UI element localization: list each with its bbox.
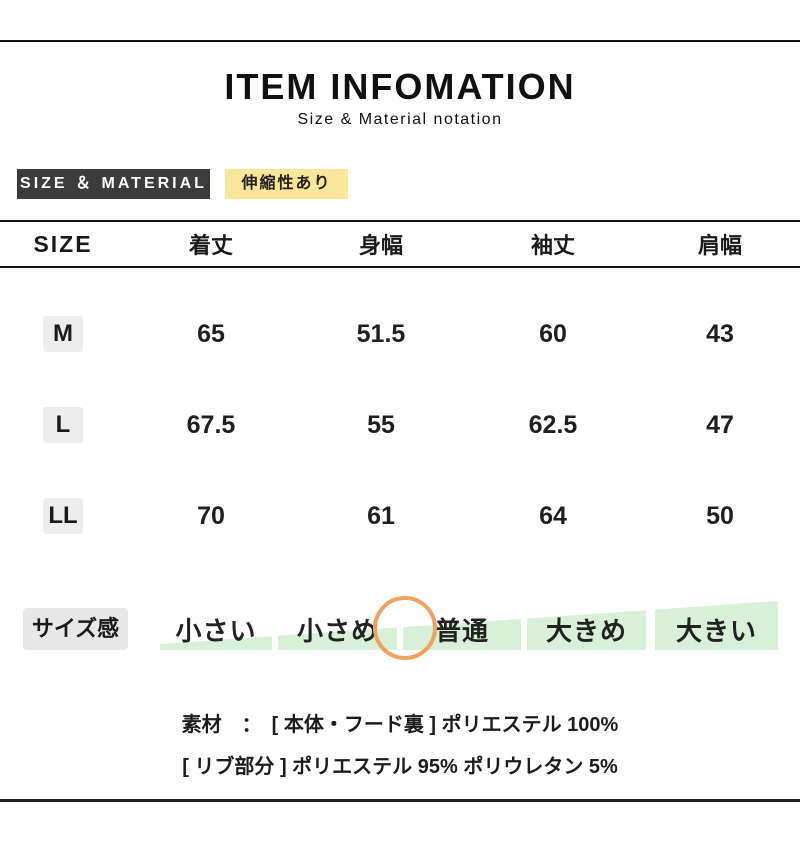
cell-l-length: 67.5 (186, 410, 236, 439)
material-line-1: 素材 ： [ 本体・フード裏 ] ポリエステル 100% (181, 714, 619, 736)
cell-m-width: 51.5 (356, 319, 406, 348)
cell-ll-length: 70 (197, 501, 225, 530)
cell-m-sleeve: 60 (539, 319, 567, 348)
top-divider (0, 40, 800, 42)
bottom-divider (0, 799, 800, 802)
scale-label-smallish: 小さめ (296, 616, 378, 646)
size-feel-marker-circle (373, 596, 437, 660)
size-badge-m: M (43, 316, 83, 352)
cell-l-shoulder: 47 (706, 410, 734, 439)
scale-segment-large (655, 601, 778, 650)
size-table-header: SIZE 着丈 身幅 袖丈 肩幅 (0, 220, 800, 268)
page-title: ITEM INFOMATION (224, 66, 576, 107)
material-info: 素材 ： [ 本体・フード裏 ] ポリエステル 100% [ リブ部分 ] ポリ… (0, 710, 800, 782)
col-header-length: 着丈 (188, 233, 233, 258)
scale-label-largish: 大きめ (545, 616, 627, 646)
table-row-m: M 65 51.5 60 43 (0, 310, 800, 358)
material-line-2: [ リブ部分 ] ポリエステル 95% ポリウレタン 5% (182, 756, 618, 778)
scale-label-large: 大きい (675, 616, 757, 646)
table-row-ll: LL 70 61 64 50 (0, 492, 800, 540)
col-header-sleeve: 袖丈 (530, 233, 575, 258)
badge-row: SIZE ＆ MATERIAL 伸縮性あり (0, 169, 800, 199)
col-header-width: 身幅 (358, 233, 403, 258)
scale-label-normal: 普通 (434, 616, 489, 646)
cell-ll-shoulder: 50 (706, 501, 734, 530)
col-header-size: SIZE (33, 230, 93, 257)
cell-m-shoulder: 43 (706, 319, 734, 348)
col-header-shoulder: 肩幅 (697, 233, 742, 258)
size-feel-badge: サイズ感 (23, 608, 128, 650)
cell-m-length: 65 (197, 319, 225, 348)
size-badge-ll: LL (43, 498, 83, 534)
scale-label-small: 小さい (175, 616, 257, 646)
cell-l-width: 55 (367, 410, 395, 439)
table-row-l: L 67.5 55 62.5 47 (0, 401, 800, 449)
size-material-badge: SIZE ＆ MATERIAL (17, 169, 210, 199)
size-feel-scale: 小さい 小さめ 普通 大きめ 大きい (160, 600, 778, 650)
page-subtitle: Size & Material notation (297, 111, 503, 128)
cell-ll-width: 61 (367, 501, 395, 530)
stretch-badge: 伸縮性あり (225, 169, 348, 199)
cell-l-sleeve: 62.5 (528, 410, 578, 439)
cell-ll-sleeve: 64 (539, 501, 567, 530)
size-badge-l: L (43, 407, 83, 443)
